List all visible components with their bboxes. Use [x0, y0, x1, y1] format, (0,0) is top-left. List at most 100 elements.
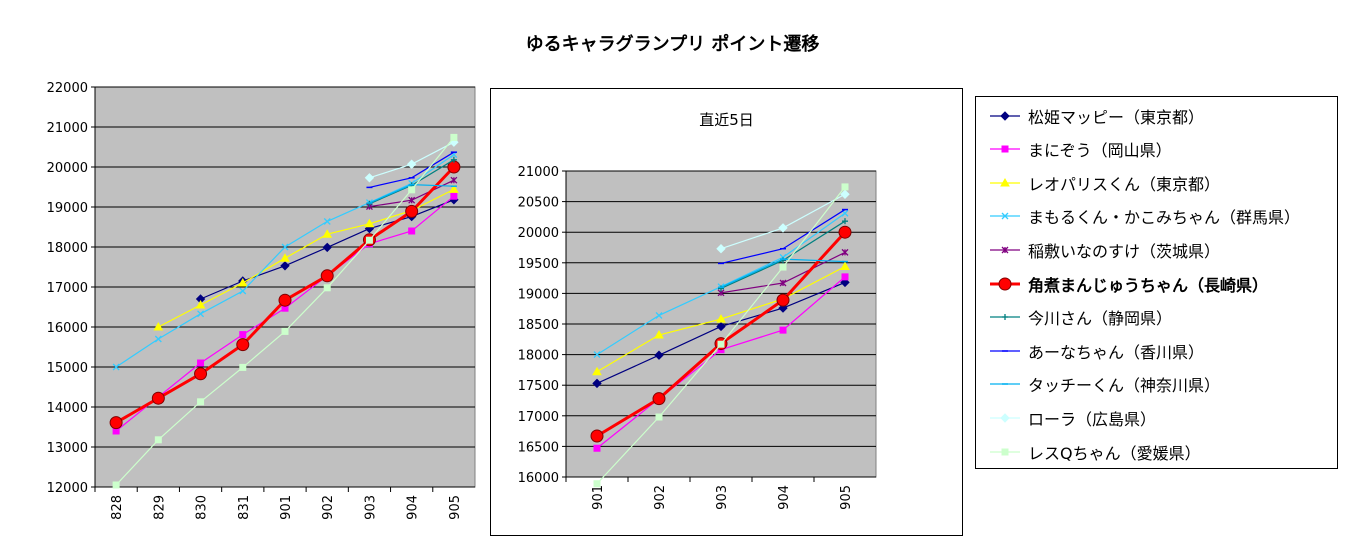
data-point	[590, 429, 604, 443]
legend-item: 今川さん（静岡県）	[988, 301, 1172, 334]
series-8	[718, 208, 848, 265]
x-tick-label: 831	[237, 495, 252, 520]
data-point	[112, 363, 120, 371]
data-point	[779, 279, 787, 287]
legend-marker	[1002, 314, 1008, 321]
data-point	[841, 183, 849, 191]
legend-label: タッチーくん（神奈川県）	[1028, 376, 1221, 396]
legend-swatch	[990, 413, 1020, 423]
series-1	[592, 277, 850, 389]
data-point	[592, 378, 602, 389]
data-point	[154, 335, 162, 343]
data-point	[779, 326, 787, 334]
legend-item: タッチーくん（神奈川県）	[988, 368, 1220, 401]
legend-label: まもるくん・かこみちゃん（群馬県）	[1028, 208, 1301, 228]
legend-item: レオパリスくん（東京都）	[988, 166, 1220, 199]
x-tick-label: 902	[653, 485, 668, 510]
data-point	[195, 299, 206, 309]
y-tick-label: 19000	[47, 201, 88, 216]
series-8	[366, 151, 457, 189]
data-point	[779, 263, 787, 271]
data-point	[449, 184, 459, 193]
y-tick-label: 20000	[47, 161, 88, 176]
series-9	[718, 258, 848, 289]
legend-label: レオパリスくん（東京都）	[1028, 174, 1221, 194]
legend-label: レスQちゃん（愛媛県）	[1028, 443, 1201, 463]
data-point	[717, 340, 725, 348]
data-point	[197, 359, 205, 367]
data-point	[322, 229, 333, 238]
y-tick-label: 19500	[518, 257, 559, 272]
y-tick-label: 12000	[47, 481, 88, 496]
series-11	[112, 133, 458, 489]
legend-marker	[1001, 448, 1009, 455]
data-point	[450, 133, 458, 141]
legend-label: 松姫マッピー（東京都）	[1028, 107, 1205, 127]
data-point	[838, 225, 852, 239]
data-point	[154, 436, 162, 444]
data-point	[593, 480, 601, 488]
data-point	[278, 293, 292, 307]
series-4	[112, 151, 458, 371]
legend-marker	[998, 277, 1012, 290]
y-tick-label: 13000	[47, 441, 88, 456]
data-point	[778, 223, 788, 233]
data-point	[408, 227, 416, 235]
data-point	[405, 204, 419, 218]
data-point	[840, 189, 850, 199]
y-tick-label: 21000	[47, 121, 88, 136]
legend-label: 稲敷いなのすけ（茨城県）	[1028, 241, 1221, 261]
legend-item: ローラ（広島県）	[988, 401, 1156, 434]
data-point	[654, 350, 664, 360]
data-point	[718, 285, 724, 292]
data-point	[237, 277, 248, 287]
data-point	[280, 253, 290, 262]
data-point	[408, 196, 416, 204]
inset-chart-title: 直近5日	[699, 111, 754, 129]
data-point	[450, 192, 458, 200]
y-tick-label: 20500	[518, 196, 559, 211]
data-point	[593, 351, 601, 359]
legend-swatch	[990, 246, 1020, 254]
data-point	[323, 217, 331, 225]
data-point	[151, 391, 165, 405]
x-tick-label: 830	[195, 495, 210, 520]
legend-label: ローラ（広島県）	[1028, 409, 1157, 429]
y-tick-label: 20000	[518, 226, 559, 241]
y-tick-label: 18000	[518, 349, 559, 364]
data-point	[842, 218, 848, 225]
x-tick-label: 903	[715, 485, 730, 510]
data-point	[197, 310, 205, 318]
legend-item: まにぞう（岡山県）	[988, 133, 1172, 166]
x-tick-label: 904	[777, 485, 792, 510]
data-point	[408, 186, 416, 194]
y-tick-label: 16000	[518, 471, 559, 486]
x-tick-label: 905	[448, 495, 463, 520]
data-point	[841, 273, 849, 281]
legend-marker	[1000, 110, 1010, 121]
y-tick-label: 17000	[518, 410, 559, 425]
x-tick-label: 828	[110, 495, 125, 520]
legend-label: 今川さん（静岡県）	[1028, 309, 1173, 329]
data-point	[593, 444, 601, 452]
data-point	[153, 321, 164, 331]
data-point	[323, 284, 331, 292]
data-point	[239, 331, 247, 339]
series-line	[158, 188, 455, 328]
series-10	[716, 189, 850, 254]
legend-swatch	[990, 110, 1020, 121]
data-point	[840, 277, 850, 288]
data-point	[239, 287, 247, 295]
overall-points-chart: 12000 13000 14000 15000 16000 17000 18000 19000…	[47, 81, 476, 520]
data-point	[239, 363, 247, 371]
y-tick-label: 22000	[47, 81, 88, 96]
x-tick-label: 903	[363, 495, 378, 520]
data-point	[840, 261, 850, 270]
legend-marker	[1000, 413, 1010, 423]
y-tick-label: 17000	[47, 281, 88, 296]
x-tick-label: 829	[152, 495, 167, 520]
data-point	[652, 392, 666, 406]
series-7	[366, 156, 457, 207]
y-tick-label: 17500	[518, 379, 559, 394]
data-point	[320, 269, 334, 283]
